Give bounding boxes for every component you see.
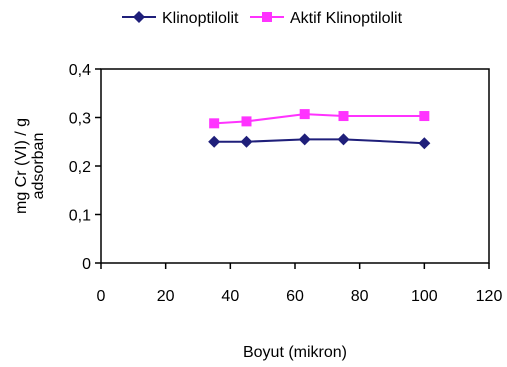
x-tick-label: 20: [157, 288, 175, 305]
data-point-aktif-klinoptilolit: [419, 111, 430, 122]
y-tick-label: 0,2: [69, 159, 91, 176]
data-point-klinoptilolit: [418, 137, 431, 150]
y-tick-label: 0: [82, 256, 91, 273]
data-point-klinoptilolit: [337, 133, 350, 146]
y-tick-label: 0,3: [69, 111, 91, 128]
legend-label-aktif-klinoptilolit: Aktif Klinoptilolit: [290, 10, 403, 27]
legend-item-klinoptilolit: Klinoptilolit: [122, 10, 239, 27]
y-tick-label: 0,4: [69, 62, 91, 79]
x-tick-label: 60: [286, 288, 304, 305]
x-axis-title: Boyut (mikron): [243, 344, 347, 361]
series-layer: [208, 109, 431, 150]
legend-marker-klinoptilolit: [133, 11, 145, 23]
x-tick-label: 0: [97, 288, 106, 305]
x-tick-label: 120: [476, 288, 503, 305]
data-point-aktif-klinoptilolit: [209, 118, 220, 129]
data-point-klinoptilolit: [208, 135, 221, 148]
x-axis-ticks: 0 20 40 60 80 100 120: [97, 263, 503, 305]
y-axis-title-line-1: mg Cr (VI) / g: [13, 118, 30, 214]
x-tick-label: 100: [411, 288, 438, 305]
data-point-klinoptilolit: [240, 135, 253, 148]
data-point-aktif-klinoptilolit: [241, 116, 252, 127]
data-point-aktif-klinoptilolit: [338, 111, 349, 122]
x-tick-label: 80: [351, 288, 369, 305]
legend: Klinoptilolit Aktif Klinoptilolit: [122, 10, 403, 27]
legend-marker-aktif-klinoptilolit: [262, 12, 272, 22]
y-axis-title-line-2: adsorban: [30, 133, 47, 200]
legend-label-klinoptilolit: Klinoptilolit: [162, 10, 239, 27]
y-axis-ticks: 0 0,1 0,2 0,3 0,4: [69, 62, 101, 273]
y-tick-label: 0,1: [69, 208, 91, 225]
legend-item-aktif-klinoptilolit: Aktif Klinoptilolit: [250, 10, 403, 27]
data-point-aktif-klinoptilolit: [299, 109, 310, 120]
y-axis-title: mg Cr (VI) / g adsorban: [13, 118, 47, 214]
x-tick-label: 40: [221, 288, 239, 305]
plot-area: [100, 68, 490, 264]
data-point-klinoptilolit: [298, 133, 311, 146]
